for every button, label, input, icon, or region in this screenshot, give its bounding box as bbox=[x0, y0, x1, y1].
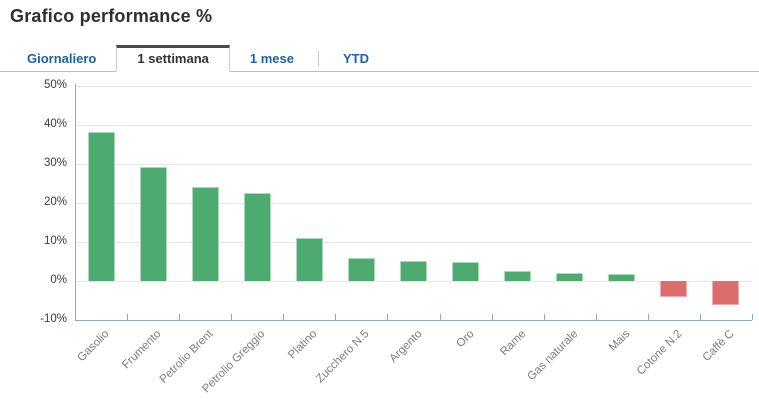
x-axis-tick bbox=[231, 314, 232, 320]
gridline-30 bbox=[75, 164, 752, 165]
x-axis-tick bbox=[648, 314, 649, 320]
tab-1-settimana[interactable]: 1 settimana bbox=[116, 45, 230, 72]
y-axis-label: -10% bbox=[40, 313, 67, 325]
gridline-10 bbox=[75, 242, 752, 243]
bar-petrolio-greggio[interactable] bbox=[244, 193, 271, 281]
x-axis-tick bbox=[283, 314, 284, 320]
bar-frumento[interactable] bbox=[140, 167, 167, 281]
bar-cotone-n-2[interactable] bbox=[660, 281, 687, 297]
y-axis-line bbox=[75, 84, 76, 320]
y-axis-label: 10% bbox=[43, 235, 67, 247]
bar-caff-c[interactable] bbox=[712, 281, 739, 305]
bar-rame[interactable] bbox=[504, 271, 531, 281]
gridline-0 bbox=[75, 281, 752, 282]
gridline-40 bbox=[75, 125, 752, 126]
x-axis-tick bbox=[75, 314, 76, 320]
bar-gas-naturale[interactable] bbox=[556, 273, 583, 281]
period-tabbar: Giornaliero 1 settimana 1 mese YTD bbox=[0, 45, 759, 72]
bar-petrolio-brent[interactable] bbox=[192, 187, 219, 281]
x-axis-tick bbox=[492, 314, 493, 320]
x-axis-tick bbox=[752, 314, 753, 320]
x-axis-tick bbox=[179, 314, 180, 320]
bar-argento[interactable] bbox=[400, 261, 427, 281]
bar-mais[interactable] bbox=[608, 274, 635, 281]
bar-oro[interactable] bbox=[452, 262, 479, 281]
tab-ytd[interactable]: YTD bbox=[343, 51, 369, 66]
performance-bar-chart: 50% 40% 30% 20% 10% 0% -10% Gasolio Frumento Petr… bbox=[40, 79, 753, 395]
bar-zucchero-n-5[interactable] bbox=[348, 258, 375, 281]
x-axis-tick bbox=[387, 314, 388, 320]
x-axis-tick bbox=[700, 314, 701, 320]
gridline-50 bbox=[75, 86, 752, 87]
y-axis-label: 40% bbox=[43, 118, 67, 130]
page-title: Grafico performance % bbox=[10, 6, 213, 26]
x-axis-tick bbox=[440, 314, 441, 320]
tab-giornaliero[interactable]: Giornaliero bbox=[27, 51, 97, 66]
y-axis-label: 30% bbox=[43, 157, 67, 169]
bar-platino[interactable] bbox=[296, 238, 323, 281]
x-axis-tick bbox=[544, 314, 545, 320]
x-axis-tick bbox=[596, 314, 597, 320]
x-axis-line bbox=[75, 320, 752, 321]
tab-1-mese[interactable]: 1 mese bbox=[249, 51, 294, 66]
tab-separator bbox=[318, 50, 319, 66]
x-axis-tick bbox=[127, 314, 128, 320]
gridline-20 bbox=[75, 203, 752, 204]
bar-gasolio[interactable] bbox=[88, 132, 115, 281]
y-axis-label: 20% bbox=[43, 196, 67, 208]
y-axis-label: 0% bbox=[50, 274, 67, 286]
x-axis-tick bbox=[335, 314, 336, 320]
y-axis-label: 50% bbox=[43, 79, 67, 91]
